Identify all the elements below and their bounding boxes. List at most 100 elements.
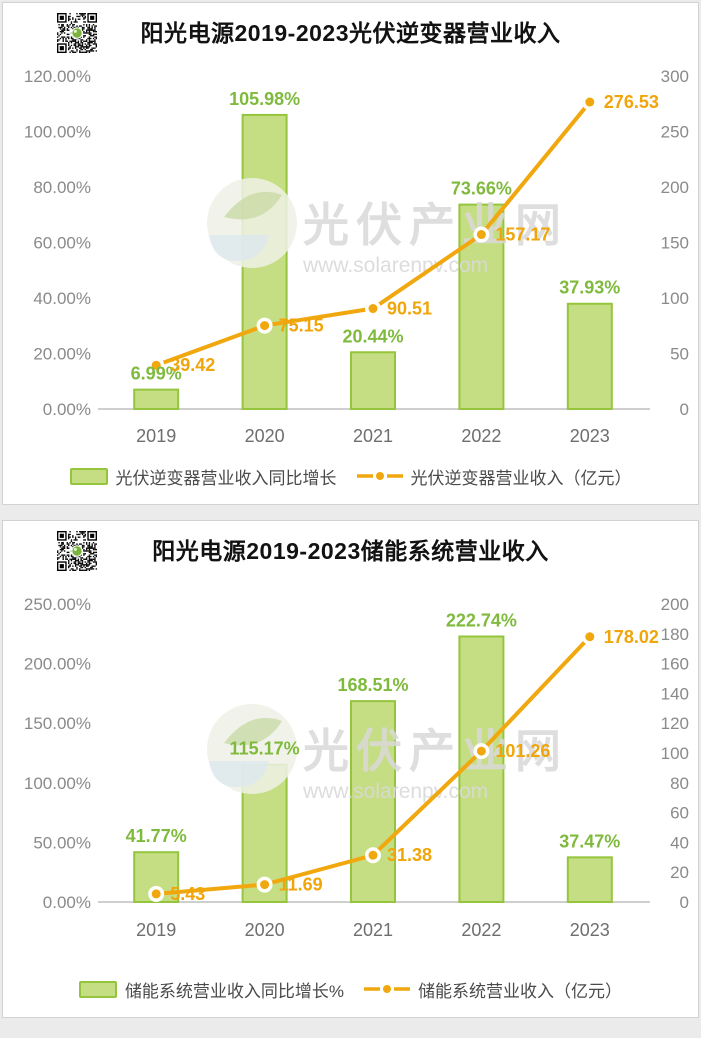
chart-title: 阳光电源2019-2023光伏逆变器营业收入 (140, 20, 561, 46)
line-value-label: 276.53 (604, 92, 659, 112)
left-axis-tick: 200.00% (24, 655, 91, 674)
right-axis-tick: 100 (661, 289, 689, 308)
right-axis-tick: 250 (661, 123, 689, 142)
right-axis-tick: 0 (680, 893, 689, 912)
watermark-water-icon (209, 761, 269, 787)
right-axis-tick: 200 (661, 595, 689, 614)
left-axis-tick: 40.00% (33, 289, 91, 308)
pv-inverter-chart-panel: 阳光电源2019-2023光伏逆变器营业收入 0.00% 20.00% 40.00%… (2, 2, 699, 505)
line-value-label: 75.15 (279, 316, 324, 336)
bar-value-label: 115.17% (230, 739, 300, 759)
bar (133, 388, 180, 411)
watermark-url: www.solarenpv.com (302, 254, 488, 277)
bar-value-label: 222.74% (446, 610, 517, 630)
bar (350, 700, 396, 903)
line-marker-center (260, 321, 270, 331)
line-value-label: 31.38 (387, 845, 432, 865)
x-axis-label: 2020 (245, 920, 285, 940)
right-axis-tick: 180 (661, 625, 689, 644)
line-value-label: 39.42 (170, 355, 215, 375)
line-value-label: 5.43 (170, 884, 205, 904)
right-axis-tick: 80 (670, 774, 689, 793)
line-value-label: 11.69 (279, 875, 323, 895)
x-axis-label: 2023 (570, 920, 610, 940)
line-value-label: 178.02 (604, 627, 659, 647)
qr-code-icon (57, 13, 97, 53)
watermark-water-icon (209, 235, 269, 261)
x-axis-label: 2020 (245, 426, 285, 446)
left-axis-tick: 60.00% (33, 234, 91, 253)
line-marker-center (368, 304, 378, 314)
left-axis-tick: 100.00% (24, 123, 91, 142)
bar (350, 351, 396, 410)
qr-code-icon (57, 531, 97, 571)
line-marker-center (151, 889, 161, 899)
right-axis-tick: 60 (670, 804, 689, 823)
left-axis-tick: 250.00% (24, 595, 91, 614)
storage-chart-canvas: 0.00% 50.00% 100.00% 150.00% 200.00% 250.00% 0… (24, 595, 689, 940)
right-axis-tick: 300 (661, 67, 689, 86)
x-axis-label: 2023 (570, 426, 610, 446)
chart-header: 阳光电源2019-2023光伏逆变器营业收入 (3, 3, 698, 61)
watermark-url: www.solarenpv.com (302, 780, 488, 803)
bar-value-label: 73.66% (451, 179, 512, 199)
bar-legend-swatch (78, 980, 117, 998)
watermark-text: 光伏产业网 (303, 199, 568, 251)
bar-value-label: 168.51% (337, 675, 408, 695)
right-axis-tick: 160 (661, 655, 689, 674)
bar-value-label: 105.98% (229, 89, 300, 109)
line-marker-center (151, 360, 161, 370)
watermark-leaf-icon (224, 717, 282, 746)
chart-title: 阳光电源2019-2023储能系统营业收入 (152, 538, 549, 564)
pv-inverter-chart-canvas: 0.00% 20.00% 40.00% 60.00% 80.00% 100.00% 120.… (24, 67, 689, 446)
right-axis-tick: 140 (661, 684, 689, 703)
bar (566, 856, 613, 903)
right-axis-tick: 50 (670, 345, 689, 364)
bar-value-label: 6.99% (131, 364, 182, 384)
left-axis-tick: 50.00% (33, 833, 91, 852)
storage-chart-panel: 阳光电源2019-2023储能系统营业收入 0.00% 50.00% 100.00%… (2, 520, 699, 1018)
bar-legend-label: 光伏逆变器营业收入同比增长 (115, 468, 337, 488)
bar-value-label: 20.44% (342, 326, 403, 346)
chart-header: 阳光电源2019-2023储能系统营业收入 (3, 521, 698, 579)
chart-legend: 储能系统营业收入同比增长% 储能系统营业收入（亿元） (3, 969, 698, 1009)
line-legend-icon (356, 472, 403, 480)
chart-legend: 光伏逆变器营业收入同比增长 光伏逆变器营业收入（亿元） (3, 456, 698, 496)
line-value-label: 157.17 (495, 225, 550, 245)
right-axis-tick: 0 (680, 400, 689, 419)
line-marker-center (476, 230, 486, 240)
watermark-leaf-icon (224, 191, 282, 220)
right-axis-tick: 20 (670, 863, 689, 882)
left-axis-tick: 80.00% (33, 178, 91, 197)
bar-legend-label: 储能系统营业收入同比增长% (124, 981, 345, 1001)
left-axis-tick: 100.00% (24, 774, 91, 793)
right-axis-tick: 40 (670, 833, 689, 852)
left-axis-tick: 20.00% (33, 345, 91, 364)
bar-value-label: 41.77% (126, 826, 187, 846)
line-legend-label: 储能系统营业收入（亿元） (418, 981, 623, 1001)
x-axis-label: 2019 (136, 920, 176, 940)
left-axis-tick: 120.00% (24, 67, 91, 86)
line-marker-center (585, 97, 595, 107)
line-value-label: 90.51 (387, 299, 432, 319)
line-legend-icon (364, 985, 411, 993)
bar (566, 302, 613, 410)
left-axis-tick: 0.00% (43, 400, 91, 419)
right-axis-tick: 100 (661, 744, 689, 763)
x-axis-label: 2019 (136, 426, 176, 446)
right-axis-tick: 200 (661, 178, 689, 197)
x-axis-label: 2021 (353, 426, 393, 446)
x-axis-label: 2022 (461, 426, 501, 446)
watermark-text: 光伏产业网 (303, 725, 568, 777)
bar (458, 635, 505, 903)
line-legend-label: 光伏逆变器营业收入（亿元） (410, 468, 632, 488)
line-marker-center (368, 850, 378, 860)
bar-value-label: 37.47% (559, 831, 620, 851)
bar-legend-swatch (69, 467, 108, 485)
line-value-label: 101.26 (495, 741, 550, 761)
line-marker-center (585, 632, 595, 642)
left-axis-tick: 150.00% (24, 714, 91, 733)
left-axis-tick: 0.00% (43, 893, 91, 912)
line-marker-center (260, 880, 270, 890)
x-axis-label: 2021 (353, 920, 393, 940)
